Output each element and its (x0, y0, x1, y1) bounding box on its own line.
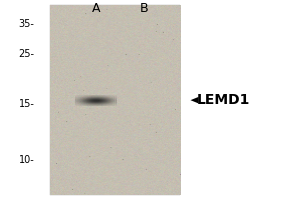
Polygon shape (190, 97, 199, 103)
Text: B: B (140, 2, 148, 15)
Text: 25-: 25- (19, 49, 34, 59)
Text: A: A (92, 2, 100, 15)
Text: 35-: 35- (19, 19, 34, 29)
Text: LEMD1: LEMD1 (196, 93, 250, 107)
Bar (50, 5, 180, 195)
Text: 15-: 15- (19, 99, 34, 109)
Text: 10-: 10- (19, 155, 34, 165)
